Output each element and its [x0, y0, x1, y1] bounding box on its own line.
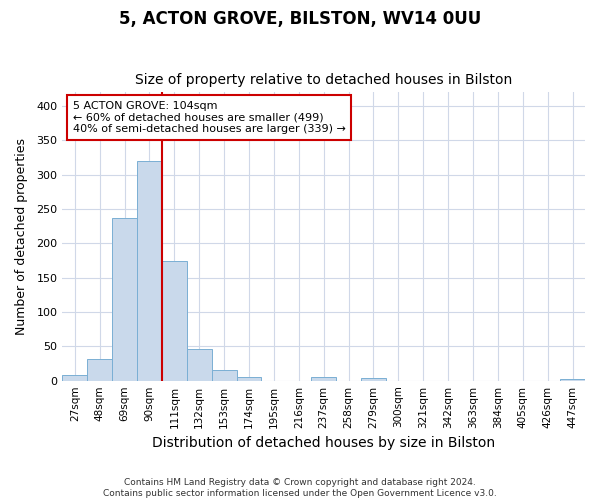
Text: 5, ACTON GROVE, BILSTON, WV14 0UU: 5, ACTON GROVE, BILSTON, WV14 0UU — [119, 10, 481, 28]
Bar — [112, 218, 137, 380]
Y-axis label: Number of detached properties: Number of detached properties — [15, 138, 28, 335]
Bar — [212, 370, 236, 380]
Bar — [311, 377, 336, 380]
Bar — [62, 375, 87, 380]
Text: Contains HM Land Registry data © Crown copyright and database right 2024.
Contai: Contains HM Land Registry data © Crown c… — [103, 478, 497, 498]
Bar — [87, 358, 112, 380]
Bar — [560, 378, 585, 380]
Bar — [137, 161, 162, 380]
Bar — [162, 260, 187, 380]
Bar — [236, 377, 262, 380]
X-axis label: Distribution of detached houses by size in Bilston: Distribution of detached houses by size … — [152, 436, 495, 450]
Text: 5 ACTON GROVE: 104sqm
← 60% of detached houses are smaller (499)
40% of semi-det: 5 ACTON GROVE: 104sqm ← 60% of detached … — [73, 101, 346, 134]
Bar — [187, 349, 212, 380]
Bar — [361, 378, 386, 380]
Title: Size of property relative to detached houses in Bilston: Size of property relative to detached ho… — [135, 73, 512, 87]
